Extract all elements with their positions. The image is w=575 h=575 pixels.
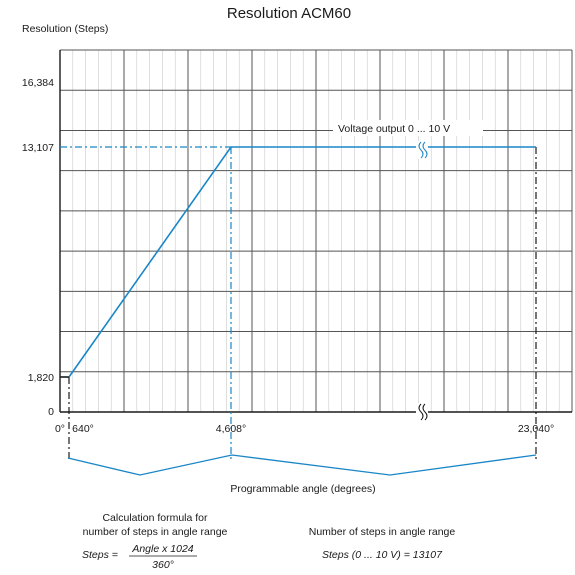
voltage-output-annotation: Voltage output 0 ... 10 V	[338, 123, 450, 135]
chart-series	[68, 146, 536, 378]
annotation-background	[333, 120, 483, 136]
axis-break-mark-top	[416, 141, 428, 159]
x-tick-label: 23,040°	[518, 423, 554, 435]
chart-grid	[59, 49, 573, 413]
resolution-line	[68, 146, 536, 378]
formula-heading-line-2: number of steps in angle range	[83, 526, 228, 538]
y-tick-label: 0	[48, 406, 54, 418]
formula-heading-line-1: Calculation formula for	[102, 512, 208, 524]
chart-title: Resolution ACM60	[227, 5, 351, 22]
tick-labels: 0 1,820 13,107 16,384 0° 640° 4,608° 23,040°	[22, 77, 554, 435]
y-tick-label: 16,384	[22, 77, 54, 89]
steps-range-formula: Steps (0 ... 10 V) = 13107	[322, 549, 443, 561]
guide-lines	[60, 146, 537, 460]
axis-break-mark-bottom	[416, 403, 428, 421]
x-axis-label: Programmable angle (degrees)	[230, 483, 375, 495]
formula-numerator: Angle x 1024	[131, 543, 193, 555]
steps-equals: Steps =	[82, 549, 118, 561]
x-tick-label: 640°	[72, 423, 94, 435]
y-tick-label: 13,107	[22, 142, 54, 154]
x-tick-label: 0°	[55, 423, 65, 435]
chart-axes	[59, 50, 572, 413]
x-tick-label: 4,608°	[216, 423, 246, 435]
y-axis-label: Resolution (Steps)	[22, 23, 108, 35]
angle-range-brace	[67, 454, 537, 476]
steps-range-heading: Number of steps in angle range	[309, 526, 456, 538]
y-tick-label: 1,820	[28, 372, 54, 384]
formula-denominator: 360°	[152, 559, 174, 571]
